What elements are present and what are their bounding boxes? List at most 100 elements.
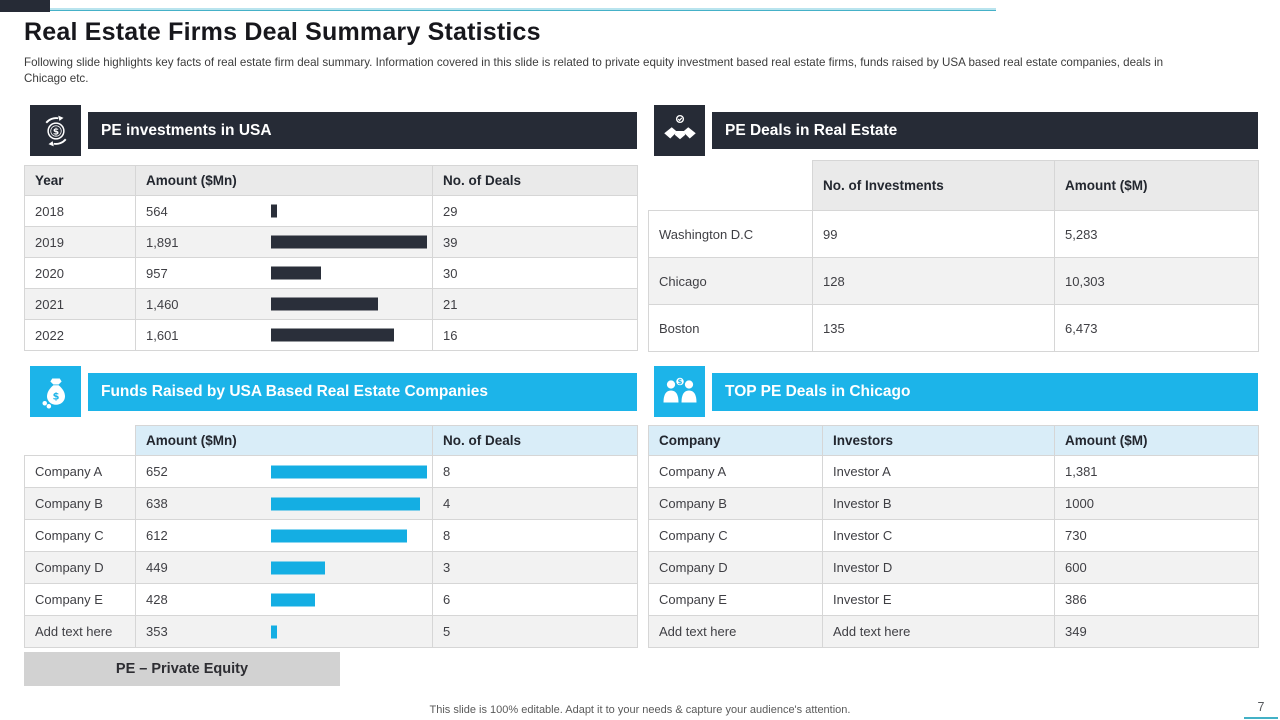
table-row: Company E 428 6 <box>24 583 638 616</box>
svg-text:$: $ <box>52 127 58 137</box>
table-row: Company B Investor B 1000 <box>648 487 1259 520</box>
row-label: Company E <box>24 583 136 616</box>
table-cell: 128 <box>812 257 1055 305</box>
column-header: Year <box>24 165 136 196</box>
row-label: Company B <box>648 487 823 520</box>
pe-deals-table: No. of Investments Amount ($M) Washingto… <box>648 160 1259 352</box>
table-cell: Investor E <box>822 583 1055 616</box>
amount-cell: 1,891 <box>135 226 433 258</box>
page-title: Real Estate Firms Deal Summary Statistic… <box>24 18 541 46</box>
table-cell: 5,283 <box>1054 210 1259 258</box>
table-cell: 16 <box>432 319 638 351</box>
row-label: 2021 <box>24 288 136 320</box>
table-cell: Add text here <box>822 615 1055 648</box>
row-label: Company A <box>648 455 823 488</box>
table-cell: Investor C <box>822 519 1055 552</box>
section-header-pe-deals: PE Deals in Real Estate <box>712 112 1258 149</box>
table-row: Company C 612 8 <box>24 519 638 552</box>
table-cell: 1000 <box>1054 487 1259 520</box>
page-number: 7 <box>1244 700 1278 719</box>
funds-raised-table: Amount ($Mn) No. of Deals Company A 652 … <box>24 425 638 648</box>
amount-cell: 1,460 <box>135 288 433 320</box>
amount-value: 564 <box>146 203 168 219</box>
table-cell: 349 <box>1054 615 1259 648</box>
table-header-row: Amount ($Mn) No. of Deals <box>24 425 638 456</box>
svg-text:$: $ <box>52 391 59 402</box>
row-label: 2018 <box>24 195 136 227</box>
amount-cell: 428 <box>135 583 433 616</box>
table-cell: 6 <box>432 583 638 616</box>
amount-data-bar <box>271 297 378 311</box>
money-rotation-icon: $ <box>30 105 81 156</box>
amount-cell: 652 <box>135 455 433 488</box>
row-label: Add text here <box>24 615 136 648</box>
amount-value: 449 <box>146 560 168 575</box>
column-header: Investors <box>822 425 1055 456</box>
row-label: Chicago <box>648 257 813 305</box>
amount-value: 1,891 <box>146 234 179 250</box>
row-label: Company D <box>24 551 136 584</box>
table-cell: 135 <box>812 304 1055 352</box>
table-row: Add text here 353 5 <box>24 615 638 648</box>
table-row: Company A 652 8 <box>24 455 638 488</box>
table-row: Company D Investor D 600 <box>648 551 1259 584</box>
row-label: 2022 <box>24 319 136 351</box>
row-label: Add text here <box>648 615 823 648</box>
column-header: Amount ($Mn) <box>135 425 433 456</box>
table-row: Washington D.C 99 5,283 <box>648 210 1259 258</box>
table-row: Boston 135 6,473 <box>648 304 1259 352</box>
table-cell: 1,381 <box>1054 455 1259 488</box>
section-header-top-deals: TOP PE Deals in Chicago <box>712 373 1258 411</box>
table-cell: 4 <box>432 487 638 520</box>
amount-data-bar <box>271 561 325 574</box>
table-cell: Investor D <box>822 551 1055 584</box>
table-row: 2020 957 30 <box>24 257 638 289</box>
table-row: Company E Investor E 386 <box>648 583 1259 616</box>
table-row: 2019 1,891 39 <box>24 226 638 258</box>
row-label: Boston <box>648 304 813 352</box>
table-header-row: Company Investors Amount ($M) <box>648 425 1259 456</box>
table-row: 2021 1,460 21 <box>24 288 638 320</box>
row-label: 2019 <box>24 226 136 258</box>
amount-value: 652 <box>146 464 168 479</box>
section-header-pe-investments: PE investments in USA <box>88 112 637 149</box>
table-cell: 5 <box>432 615 638 648</box>
amount-value: 612 <box>146 528 168 543</box>
amount-value: 353 <box>146 624 168 639</box>
column-header <box>648 160 813 211</box>
amount-data-bar <box>271 529 407 542</box>
table-cell: 21 <box>432 288 638 320</box>
row-label: Company B <box>24 487 136 520</box>
row-label: Washington D.C <box>648 210 813 258</box>
handshake-icon <box>654 105 705 156</box>
row-label: Company C <box>24 519 136 552</box>
top-accent-line <box>50 8 996 11</box>
table-cell: 6,473 <box>1054 304 1259 352</box>
column-header: No. of Deals <box>432 165 638 196</box>
table-header-row: No. of Investments Amount ($M) <box>648 160 1259 211</box>
row-label: Company E <box>648 583 823 616</box>
row-label: Company D <box>648 551 823 584</box>
amount-value: 1,601 <box>146 327 179 343</box>
table-cell: Investor B <box>822 487 1055 520</box>
table-row: Add text here Add text here 349 <box>648 615 1259 648</box>
slide-subtitle: Following slide highlights key facts of … <box>24 56 1164 86</box>
pe-investments-table: Year Amount ($Mn) No. of Deals 2018 564 … <box>24 165 638 351</box>
svg-text:$: $ <box>677 378 682 386</box>
column-header: Amount ($M) <box>1054 160 1259 211</box>
table-row: Company B 638 4 <box>24 487 638 520</box>
amount-data-bar <box>271 266 321 280</box>
amount-value: 638 <box>146 496 168 511</box>
column-header: Company <box>648 425 823 456</box>
column-header: Amount ($Mn) <box>135 165 433 196</box>
column-header: Amount ($M) <box>1054 425 1259 456</box>
table-row: 2022 1,601 16 <box>24 319 638 351</box>
amount-cell: 564 <box>135 195 433 227</box>
amount-data-bar <box>271 328 394 342</box>
column-header <box>24 425 136 456</box>
table-cell: 29 <box>432 195 638 227</box>
amount-cell: 353 <box>135 615 433 648</box>
amount-cell: 449 <box>135 551 433 584</box>
table-row: 2018 564 29 <box>24 195 638 227</box>
money-bag-icon: $ <box>30 366 81 417</box>
